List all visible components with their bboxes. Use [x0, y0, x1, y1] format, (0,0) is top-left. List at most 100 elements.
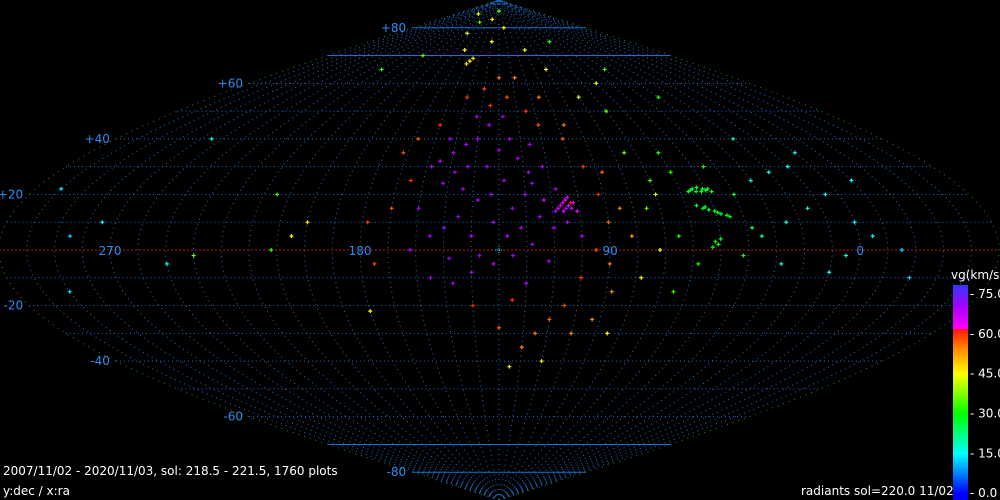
radiant-point	[558, 203, 563, 208]
radiant-point	[507, 364, 512, 369]
colorbar-segment	[953, 369, 968, 371]
colorbar-segment	[953, 478, 968, 480]
colorbar-segment	[953, 384, 968, 386]
colorbar-segment	[953, 429, 968, 431]
colorbar-segment	[953, 379, 968, 381]
radiant-point	[552, 225, 557, 230]
colorbar-segment	[953, 334, 968, 336]
colorbar-segment	[953, 401, 968, 403]
radiant-point	[715, 210, 720, 215]
radiant-point	[823, 192, 828, 197]
radiant-point	[489, 39, 494, 44]
meridian-line	[498, 0, 861, 500]
colorbar-segment	[953, 493, 968, 495]
radiant-point	[694, 203, 699, 208]
colorbar-segment	[953, 474, 968, 476]
ra-tick-label: 180	[349, 244, 372, 258]
radiant-point	[575, 209, 580, 214]
colorbar-segment	[953, 349, 968, 351]
radiant-point	[465, 95, 470, 100]
radiant-point	[700, 186, 705, 191]
meridian-line	[248, 0, 500, 500]
colorbar-segment	[953, 336, 968, 338]
radiant-point	[536, 122, 541, 127]
radiant-point	[600, 170, 605, 175]
radiant-point	[694, 189, 699, 194]
colorbar-segment	[953, 286, 968, 288]
radiant-point	[471, 56, 476, 61]
colorbar-segment	[953, 436, 968, 438]
colorbar-segment	[953, 444, 968, 446]
radiant-point	[416, 206, 421, 211]
radiant-point	[476, 11, 481, 16]
radiant-point	[490, 17, 495, 22]
radiant-point	[561, 122, 566, 127]
radiant-point	[629, 234, 634, 239]
dec-tick-label: -20	[4, 299, 24, 313]
radiant-point	[467, 59, 472, 64]
radiant-point	[462, 47, 467, 52]
radiant-point	[563, 197, 568, 202]
radiant-point	[469, 270, 474, 275]
colorbar-segment	[953, 293, 968, 295]
colorbar-segment	[953, 413, 968, 415]
colorbar-title: vg(km/s)	[951, 268, 1000, 282]
radiant-point	[100, 220, 105, 225]
radiant-point	[475, 197, 480, 202]
colorbar-segment	[953, 357, 968, 359]
colorbar-segment	[953, 430, 968, 432]
radiant-point	[731, 192, 736, 197]
radiant-point	[700, 206, 705, 211]
radiant-point	[566, 203, 571, 208]
colorbar-segment	[953, 434, 968, 436]
colorbar-segment	[953, 304, 968, 306]
radiant-point	[527, 142, 532, 147]
radiant-point	[536, 95, 541, 100]
colorbar-segment	[953, 351, 968, 353]
radiant-point	[497, 75, 501, 80]
colorbar-segment	[953, 400, 968, 402]
radiant-point	[541, 197, 546, 202]
radiant-point	[416, 136, 421, 141]
radiant-point	[164, 261, 169, 266]
colorbar-segment	[953, 407, 968, 409]
radiant-point	[606, 220, 611, 225]
ra-tick-label: 270	[99, 244, 122, 258]
radiant-point	[540, 164, 545, 169]
radiant-point	[706, 207, 711, 212]
colorbar-segment	[953, 390, 968, 392]
radiant-point	[617, 206, 622, 211]
colorbar-segment	[953, 373, 968, 375]
radiant-point	[515, 156, 520, 161]
colorbar-segment	[953, 376, 968, 378]
colorbar-segment	[953, 458, 968, 460]
colorbar-segment	[953, 489, 968, 491]
colorbar-segment	[953, 383, 968, 385]
radiant-point	[510, 298, 515, 303]
radiant-point	[560, 200, 565, 205]
dec-tick-label: +40	[85, 132, 110, 146]
colorbar-tick-label: - 30.0	[970, 406, 1000, 420]
colorbar-segment	[953, 338, 968, 340]
colorbar-tick-label: - 75.0	[970, 287, 1000, 301]
colorbar-segment	[953, 420, 968, 422]
colorbar-segment	[953, 339, 968, 341]
colorbar-segment	[953, 317, 968, 319]
colorbar-segment	[953, 467, 968, 469]
radiant-point	[579, 275, 584, 280]
radiant-point	[497, 9, 501, 14]
colorbar-segment	[953, 461, 968, 463]
radiant-point	[429, 164, 434, 169]
colorbar-segment	[953, 411, 968, 413]
colorbar-segment	[953, 408, 968, 410]
colorbar-segment	[953, 438, 968, 440]
radiant-point	[420, 53, 425, 58]
radiant-point	[465, 31, 470, 36]
radiant-point	[519, 225, 524, 230]
radiant-point	[408, 248, 413, 252]
colorbar-segment	[953, 414, 968, 416]
colorbar-segment	[953, 476, 968, 478]
colorbar-segment	[953, 439, 968, 441]
colorbar-segment	[953, 446, 968, 448]
